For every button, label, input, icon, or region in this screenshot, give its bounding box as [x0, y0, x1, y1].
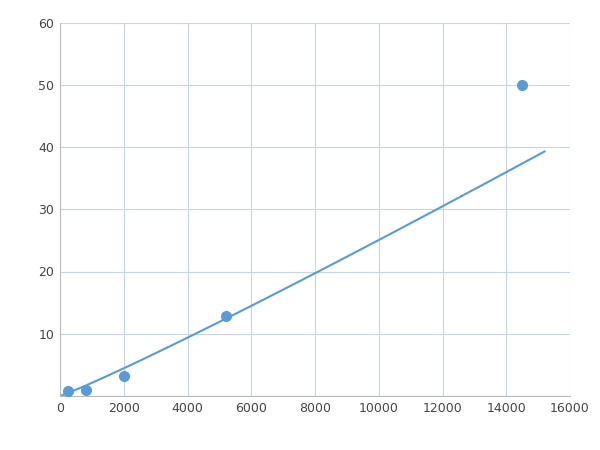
Point	[63, 387, 73, 395]
Point	[80, 386, 91, 393]
Point	[119, 373, 128, 380]
Point	[221, 313, 230, 320]
Point	[517, 81, 527, 88]
